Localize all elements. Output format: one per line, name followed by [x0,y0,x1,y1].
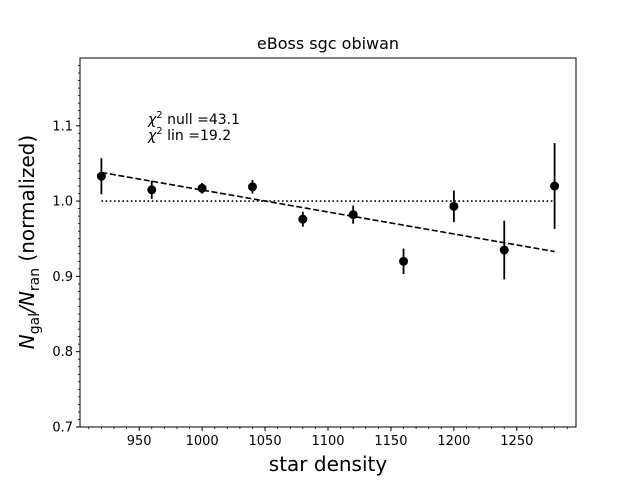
y-axis-label-sub1: gal [27,313,43,334]
plot-area [96,143,560,280]
chi2-null-annotation: χ2 null =43.1 [147,110,240,128]
y-tick-label: 1.0 [52,195,73,210]
y-tick-label: 0.8 [52,345,73,360]
chi2-lin-sup: 2 [156,126,162,137]
data-point [247,182,257,192]
chart-title: eBoss sgc obiwan [257,34,399,53]
x-tick-label: 1150 [374,434,407,449]
data-point [96,171,106,181]
x-tick-label: 950 [127,434,152,449]
y-axis-label-n2: N [15,291,39,306]
data-point [499,245,509,255]
x-axis: 950 1000 1050 1100 1150 1200 1250 [88,427,568,449]
x-axis-label: star density [269,452,388,476]
data-point [298,214,308,224]
y-tick-label: 0.7 [52,421,73,436]
data-point [348,210,358,220]
chi2-null-chi: χ [147,112,157,128]
data-point [399,256,409,266]
x-tick-label: 1100 [311,434,344,449]
x-tick-label: 1200 [437,434,470,449]
y-axis-label-slash: / [15,304,39,315]
y-axis: 0.7 0.8 0.9 1.0 1.1 [52,65,80,436]
y-tick-label: 1.1 [52,119,73,134]
chi2-lin-annotation: χ2 lin =19.2 [147,126,231,144]
chi2-lin-chi: χ [147,128,157,144]
y-axis-label: Ngal/Nran (normalized) [15,135,43,349]
x-tick-label: 1050 [249,434,282,449]
y-axis-label-n1: N [15,334,39,349]
data-point [449,201,459,211]
y-axis-label-rest: (normalized) [15,135,39,268]
y-tick-label: 0.9 [52,270,73,285]
data-point [197,183,207,193]
chi2-lin-text: lin =19.2 [163,128,231,144]
chi2-null-text: null =43.1 [163,112,240,128]
linear-fit-line [101,171,555,253]
x-tick-label: 1250 [500,434,533,449]
y-axis-label-sub2: ran [27,268,43,291]
x-tick-label: 1000 [186,434,219,449]
data-point [550,181,560,191]
chi2-null-sup: 2 [156,110,162,121]
data-point [147,185,157,195]
